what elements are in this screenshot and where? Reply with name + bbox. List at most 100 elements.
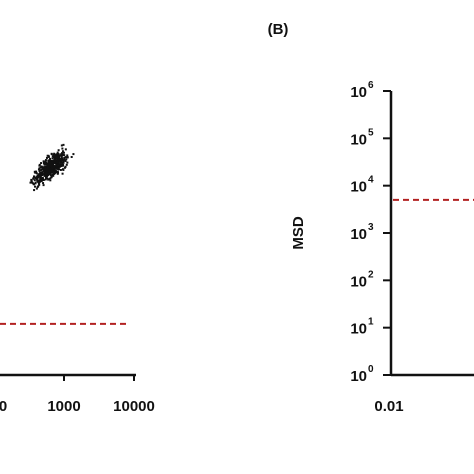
scatter-point (62, 161, 65, 164)
panel-b-y-tick-label: 10 (350, 273, 367, 290)
scatter-point (51, 167, 54, 170)
scatter-point (30, 180, 33, 183)
scatter-point (64, 148, 67, 151)
scatter-point (35, 177, 38, 180)
panel-b-x-ticks: 0.01 (374, 398, 403, 415)
scatter-point (57, 149, 60, 152)
scatter-point (37, 179, 40, 182)
panel-a-x-tick-label: 10000 (113, 398, 155, 415)
scatter-point (42, 169, 45, 172)
scatter-point (52, 153, 55, 156)
scatter-point (45, 156, 48, 159)
panel-b-label: (B) (268, 21, 289, 38)
scatter-point (42, 160, 45, 163)
scatter-point (35, 187, 38, 190)
panel-b-y-tick-exponent: 6 (368, 80, 374, 91)
scatter-point (47, 155, 50, 158)
scatter-point (58, 164, 61, 167)
scatter-point (35, 170, 38, 173)
scatter-point (41, 179, 44, 182)
scatter-point (66, 154, 69, 157)
scatter-point (46, 154, 49, 157)
scatter-point (56, 153, 59, 156)
panel-b-y-tick-exponent: 2 (368, 269, 374, 280)
scatter-point (54, 156, 57, 159)
scatter-point (55, 167, 58, 170)
scatter-point (57, 158, 60, 161)
scatter-point (43, 170, 46, 173)
scatter-point (66, 161, 69, 164)
panel-a-x-tick-label: 0 (0, 398, 7, 415)
scatter-point (55, 170, 58, 173)
scatter-point (61, 172, 64, 175)
scatter-point (60, 164, 63, 167)
scatter-point (56, 166, 59, 169)
scatter-point (37, 182, 40, 185)
scatter-point (38, 181, 41, 184)
scatter-point (45, 167, 48, 170)
scatter-point (47, 154, 50, 157)
scatter-point (49, 177, 52, 180)
scatter-point (57, 162, 60, 165)
scatter-point (48, 170, 51, 173)
scatter-point (53, 171, 56, 174)
scatter-point (53, 152, 56, 155)
scatter-point (42, 168, 45, 171)
scatter-point (37, 168, 40, 171)
panel-b-y-tick-label: 10 (350, 179, 367, 196)
scatter-point (64, 159, 67, 162)
scatter-point (46, 172, 49, 175)
scatter-point (31, 181, 34, 184)
scatter-point (49, 173, 52, 176)
scatter-point (38, 167, 41, 170)
scatter-point (51, 161, 54, 164)
scatter-point (59, 168, 62, 171)
scatter-point (63, 157, 66, 160)
scatter-point (49, 161, 52, 164)
panel-b-y-tick-label: 10 (350, 84, 367, 101)
scatter-point (52, 174, 55, 177)
scatter-point (56, 156, 59, 159)
scatter-point (70, 156, 73, 159)
scatter-point (56, 171, 59, 174)
panel-a-x-tick-label: 1000 (47, 398, 80, 415)
scatter-point (52, 168, 55, 171)
scatter-point (45, 173, 48, 176)
scatter-point (40, 162, 43, 165)
scatter-point (53, 165, 56, 168)
panel-b-x-tick-label: 0.01 (374, 398, 403, 415)
scatter-point (60, 159, 63, 162)
scatter-point (50, 153, 53, 156)
scatter-point (40, 165, 43, 168)
scatter-point (61, 168, 64, 171)
scatter-point (52, 164, 55, 167)
scatter-point (58, 154, 61, 157)
scatter-point (62, 151, 65, 154)
scatter-point (61, 154, 64, 157)
scatter-point (65, 163, 68, 166)
scatter-point (46, 171, 49, 174)
scatter-point (48, 171, 51, 174)
scatter-point (72, 153, 75, 156)
scatter-point (38, 164, 41, 167)
scatter-point (50, 167, 53, 170)
scatter-point (55, 157, 58, 160)
scatter-point (29, 181, 32, 184)
scatter-point (43, 172, 46, 175)
scatter-point (64, 156, 67, 159)
scatter-point (62, 164, 65, 167)
panel-b-y-tick-exponent: 0 (368, 364, 374, 375)
panel-b-y-axis-label: MSD (290, 216, 307, 250)
scatter-point (40, 172, 43, 175)
scatter-point (34, 176, 37, 179)
scatter-point (49, 157, 52, 160)
scatter-point (57, 166, 60, 169)
scatter-point (54, 159, 57, 162)
scatter-point (55, 159, 58, 162)
scatter-point (49, 179, 52, 182)
scatter-point (60, 163, 63, 166)
scatter-point (66, 156, 69, 159)
panel-b-y-tick-label: 10 (350, 131, 367, 148)
scatter-point (62, 160, 65, 163)
